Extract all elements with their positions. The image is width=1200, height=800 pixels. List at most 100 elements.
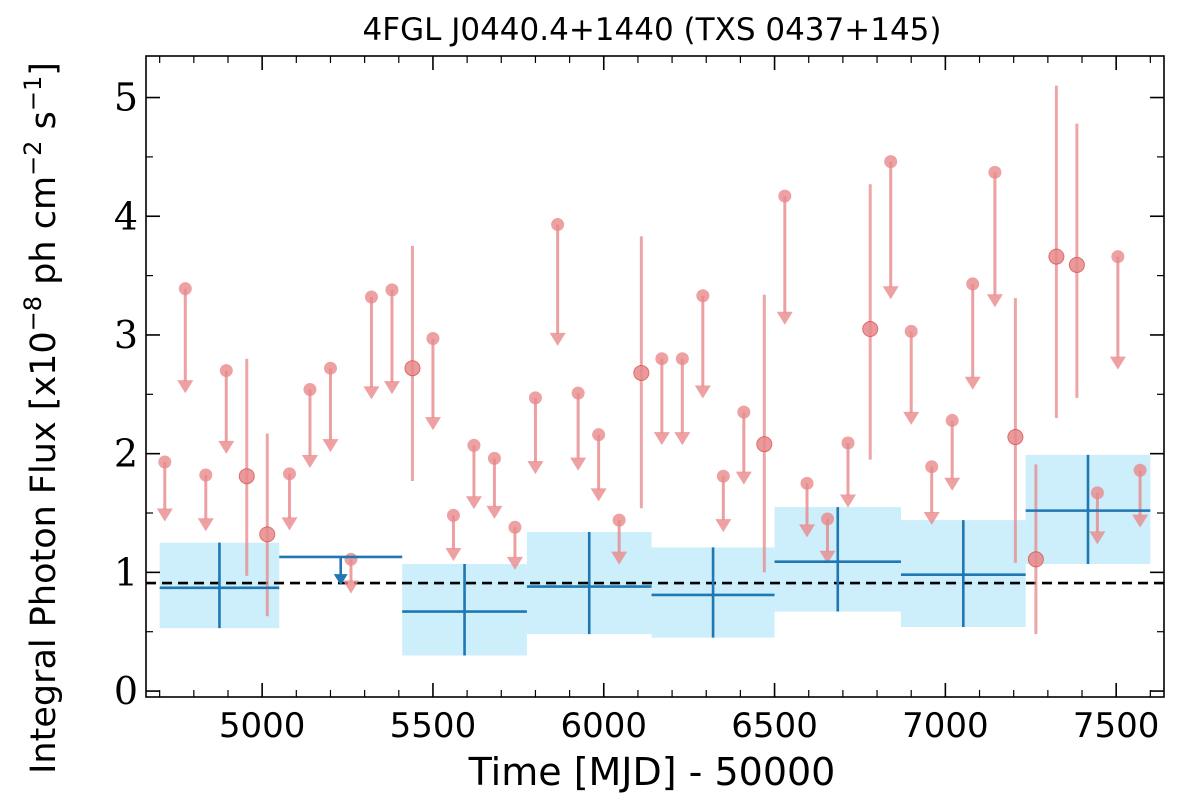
upper-limit-arrowhead xyxy=(1089,531,1106,545)
upper-limit-arrowhead xyxy=(363,386,380,400)
upper-limit-point xyxy=(385,283,399,297)
flux-point xyxy=(404,360,421,377)
upper-limit-point xyxy=(655,352,669,366)
upper-limit-point xyxy=(426,332,440,346)
upper-limit-point xyxy=(612,513,626,527)
upper-limit-arrowhead xyxy=(611,551,628,565)
upper-limit-point xyxy=(571,386,585,400)
flux-point xyxy=(756,436,773,453)
coarse-bin-bands xyxy=(159,454,1151,656)
upper-limit-point xyxy=(199,468,213,482)
upper-limit-point xyxy=(1090,486,1104,500)
upper-limit-arrowhead xyxy=(653,432,670,446)
upper-limit-point xyxy=(528,391,542,405)
upper-limit-arrowhead xyxy=(1109,356,1126,370)
x-tick-label: 6000 xyxy=(560,706,647,746)
x-tick-label: 7500 xyxy=(1073,706,1160,746)
flux-point xyxy=(238,468,255,485)
upper-limit-arrowhead xyxy=(903,411,920,425)
upper-limit-arrowhead xyxy=(465,496,482,510)
y-axis-ticks: 0 1 2 3 4 5 xyxy=(114,76,1164,713)
y-tick-label: 2 xyxy=(114,432,138,476)
flux-point xyxy=(259,526,276,543)
x-tick-label: 7000 xyxy=(902,706,989,746)
upper-limit-point xyxy=(446,508,460,522)
upper-limit-point xyxy=(904,324,918,338)
upper-limit-arrowhead xyxy=(819,550,836,564)
upper-limit-arrowhead xyxy=(570,457,587,471)
y-tick-label: 0 xyxy=(114,669,138,713)
upper-limit-point xyxy=(344,552,358,566)
chart-title: 4FGL J0440.4+1440 (TXS 0437+145) xyxy=(363,12,942,48)
upper-limit-arrowhead xyxy=(177,380,194,394)
upper-limit-arrowhead xyxy=(735,471,752,485)
upper-limit-point xyxy=(696,289,710,303)
upper-limit-point xyxy=(508,520,522,534)
upper-limit-arrowhead xyxy=(383,381,400,395)
upper-limit-point xyxy=(551,218,565,232)
x-tick-label: 6500 xyxy=(731,706,818,746)
upper-limit-point xyxy=(884,155,898,169)
upper-limit-arrowhead xyxy=(986,294,1003,308)
upper-limit-arrowhead xyxy=(964,376,981,390)
x-axis-label: Time [MJD] - 50000 xyxy=(468,750,836,794)
coarse-upper-limit-arrowhead xyxy=(333,574,348,586)
upper-limit-point xyxy=(282,467,296,481)
upper-limit-arrowhead xyxy=(486,505,503,519)
upper-limit-point xyxy=(467,438,481,452)
plot-frame xyxy=(145,55,1165,698)
flux-point xyxy=(862,321,879,338)
upper-limit-point xyxy=(158,455,172,469)
upper-limit-arrowhead xyxy=(218,440,235,454)
upper-limit-point xyxy=(303,383,317,397)
y-tick-label: 4 xyxy=(114,194,138,238)
flux-point xyxy=(1007,429,1024,446)
upper-limit-point xyxy=(178,282,192,296)
upper-limit-point xyxy=(841,436,855,450)
upper-limit-point xyxy=(364,290,378,304)
upper-limit-arrowhead xyxy=(1132,514,1149,528)
upper-limit-point xyxy=(716,469,730,483)
upper-limit-point xyxy=(925,460,939,474)
upper-limit-point xyxy=(675,352,689,366)
upper-limit-arrowhead xyxy=(799,524,816,538)
coarse-bin-points xyxy=(159,454,1151,656)
upper-limit-arrowhead xyxy=(882,286,899,300)
fine-bin-points xyxy=(156,85,1149,635)
upper-limit-point xyxy=(966,277,980,291)
flux-point xyxy=(633,364,650,381)
y-tick-label: 1 xyxy=(114,550,138,594)
y-tick-label: 5 xyxy=(114,76,138,120)
upper-limit-arrowhead xyxy=(776,311,793,325)
y-axis-label: Integral Photon Flux [x10−8 ph cm−2 s−1] xyxy=(19,62,64,774)
upper-limit-point xyxy=(1111,250,1125,264)
upper-limit-point xyxy=(945,413,959,427)
upper-limit-arrowhead xyxy=(506,556,523,570)
flux-point xyxy=(1068,256,1085,273)
upper-limit-arrowhead xyxy=(694,385,711,399)
upper-limit-arrowhead xyxy=(424,417,441,431)
x-tick-label: 5000 xyxy=(219,706,306,746)
upper-limit-arrowhead xyxy=(923,512,940,526)
upper-limit-point xyxy=(988,165,1002,179)
upper-limit-arrowhead xyxy=(322,439,339,453)
upper-limit-arrowhead xyxy=(445,548,462,562)
flux-point xyxy=(1048,248,1065,265)
upper-limit-arrowhead xyxy=(590,488,607,502)
upper-limit-arrowhead xyxy=(840,494,857,508)
upper-limit-arrowhead xyxy=(156,508,173,522)
upper-limit-point xyxy=(487,451,501,465)
upper-limit-arrowhead xyxy=(281,517,298,531)
upper-limit-point xyxy=(219,364,233,378)
upper-limit-point xyxy=(737,405,751,419)
upper-limit-arrowhead xyxy=(197,518,214,532)
upper-limit-arrowhead xyxy=(342,580,359,594)
upper-limit-point xyxy=(821,512,835,526)
x-axis-ticks: 5000 5500 6000 6500 7000 7500 xyxy=(159,56,1160,746)
upper-limit-arrowhead xyxy=(301,454,318,468)
upper-limit-arrowhead xyxy=(715,519,732,533)
upper-limit-point xyxy=(323,361,337,375)
y-tick-label: 3 xyxy=(114,313,138,357)
flux-point xyxy=(1027,551,1044,568)
